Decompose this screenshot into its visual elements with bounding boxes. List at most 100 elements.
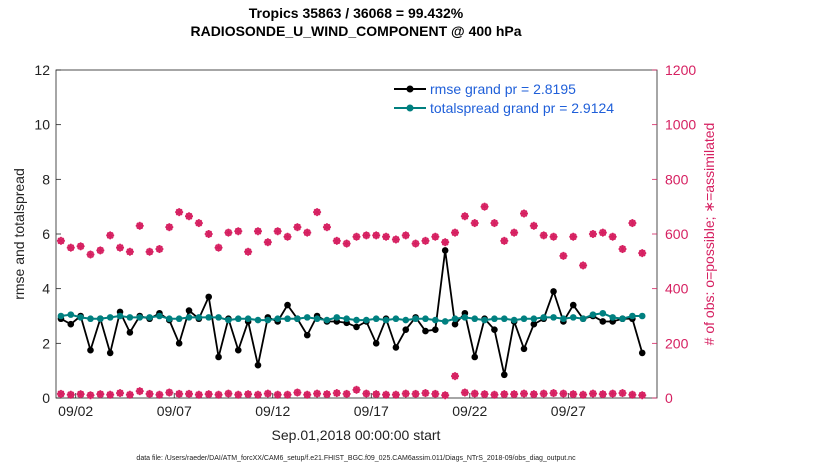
star-stroke: [451, 229, 459, 236]
y2-tick-label: 0: [665, 390, 673, 406]
rmse-point: [215, 353, 222, 361]
star-stroke: [540, 232, 548, 239]
star-stroke: [185, 212, 193, 220]
obs-assimilated-low-point: [224, 389, 233, 398]
obs-assimilated-low-point: [451, 372, 460, 381]
star-stroke: [264, 390, 272, 397]
x-tick-label: 09/22: [452, 403, 487, 419]
rmse-point: [520, 345, 528, 353]
totalspread-point: [402, 316, 410, 324]
obs-assimilated-low-point: [322, 390, 331, 399]
legend: rmse grand pr = 2.8195 totalspread grand…: [388, 76, 656, 120]
obs-assimilated-low-point: [411, 389, 420, 398]
totalspread-point: [343, 315, 350, 323]
y2-tick-label: 400: [665, 281, 689, 297]
obs-assimilated-low-point: [441, 391, 450, 400]
y-tick-label: 8: [42, 171, 50, 187]
obs-assimilated-low-point: [352, 385, 361, 394]
obs-assimilated-low-point: [539, 389, 548, 398]
rmse-point: [106, 349, 114, 357]
star-stroke: [599, 390, 607, 398]
star-stroke: [491, 219, 498, 227]
star-stroke: [333, 389, 341, 397]
rmse-point: [500, 371, 508, 379]
rmse-point: [284, 301, 291, 309]
star-stroke: [146, 248, 153, 256]
obs-assimilated-point: [322, 223, 331, 232]
obs-assimilated-low-point: [372, 390, 381, 399]
obs-assimilated-low-point: [313, 389, 322, 398]
x-tick-label: 09/27: [551, 403, 586, 419]
obs-assimilated-low-point: [618, 389, 627, 398]
series-marks: [56, 202, 647, 400]
star-stroke: [225, 229, 232, 236]
star-stroke: [441, 238, 449, 246]
totalspread-point: [225, 316, 232, 324]
obs-assimilated-point: [352, 232, 361, 241]
obs-assimilated-point: [342, 239, 351, 248]
totalspread-point: [313, 315, 321, 323]
obs-assimilated-point: [519, 209, 528, 218]
star-stroke: [96, 247, 104, 254]
obs-assimilated-low-point: [234, 390, 243, 399]
x-tick-label: 09/17: [354, 403, 389, 419]
totalspread-point: [569, 314, 577, 321]
star-stroke: [431, 390, 439, 398]
rmse-point: [185, 307, 193, 314]
y2-tick-label: 1000: [665, 117, 696, 133]
obs-assimilated-point: [480, 202, 489, 211]
totalspread-point: [451, 315, 459, 323]
totalspread-point: [264, 316, 272, 324]
obs-assimilated-low-point: [549, 389, 558, 398]
y2-axis-label: # of obs: o=possible; ∗=assimilated: [701, 123, 717, 346]
star-stroke: [175, 390, 183, 398]
star-stroke: [431, 233, 439, 241]
obs-assimilated-point: [441, 238, 450, 247]
chart-title-line1: Tropics 35863 / 36068 = 99.432%: [249, 5, 464, 21]
obs-assimilated-low-point: [86, 391, 95, 400]
obs-assimilated-point: [175, 208, 184, 217]
rmse-point: [372, 340, 380, 347]
star-stroke: [264, 238, 272, 246]
obs-assimilated-low-point: [460, 388, 469, 397]
star-stroke: [481, 203, 488, 211]
totalspread-point: [392, 315, 400, 323]
totalspread-point: [77, 314, 84, 321]
star-stroke: [274, 391, 282, 399]
star-stroke: [550, 233, 557, 241]
star-stroke: [353, 233, 360, 241]
obs-assimilated-point: [263, 238, 272, 247]
obs-assimilated-low-point: [490, 390, 499, 399]
star-stroke: [57, 237, 65, 245]
obs-assimilated-low-point: [510, 390, 519, 399]
totalspread-point: [195, 314, 203, 321]
star-stroke: [343, 390, 351, 398]
totalspread-point: [215, 314, 222, 321]
totalspread-point: [57, 312, 65, 320]
y-tick-label: 4: [42, 281, 50, 297]
star-stroke: [353, 386, 360, 394]
rmse-point: [234, 346, 242, 354]
star-stroke: [57, 390, 65, 398]
rmse-point: [67, 320, 75, 328]
obs-assimilated-point: [401, 231, 410, 240]
rmse-point: [205, 293, 213, 301]
rmse-point: [569, 301, 577, 309]
star-stroke: [195, 391, 203, 399]
right-axis: 0 200 400 600 800 1000 1200: [652, 62, 696, 406]
star-stroke: [560, 390, 567, 397]
obs-assimilated-point: [253, 227, 262, 236]
y-tick-label: 12: [34, 62, 50, 78]
star-stroke: [303, 391, 311, 399]
star-stroke: [195, 219, 203, 227]
obs-assimilated-low-point: [382, 390, 391, 399]
obs-assimilated-low-point: [214, 390, 223, 399]
star-stroke: [412, 390, 419, 398]
totalspread-point: [146, 314, 153, 321]
obs-assimilated-low-point: [96, 390, 105, 399]
totalspread-point: [520, 315, 528, 323]
totalspread-point: [481, 316, 488, 324]
obs-assimilated-low-point: [155, 390, 164, 399]
star-stroke: [225, 390, 232, 397]
star-stroke: [185, 390, 193, 398]
